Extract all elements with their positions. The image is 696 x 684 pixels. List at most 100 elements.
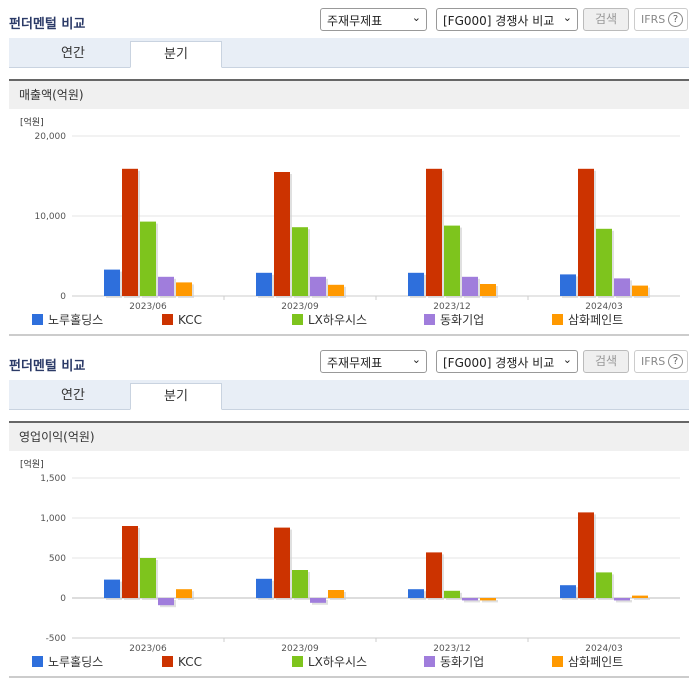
ifrs-help-button[interactable]: IFRS ?	[634, 8, 688, 31]
legend-swatch	[32, 314, 43, 325]
compare-select[interactable]: [FG000] 경쟁사 비교 ⌄	[436, 8, 578, 31]
y-tick-label: 1,500	[40, 474, 66, 484]
y-tick-label: 500	[49, 554, 66, 564]
legend-item-LX하우시스[interactable]: LX하우시스	[292, 654, 367, 670]
legend-item-삼화페인트[interactable]: 삼화페인트	[552, 312, 623, 328]
legend-label: 삼화페인트	[568, 655, 624, 669]
legend-swatch	[424, 656, 435, 667]
legend-label: KCC	[178, 313, 202, 327]
legend-item-동화기업[interactable]: 동화기업	[424, 312, 484, 328]
revenue-chart: [억원] 0 10,000 20,000 2023/06 2023/09 2023/12 20…	[20, 116, 680, 310]
legend-item-KCC[interactable]: KCC	[162, 654, 202, 670]
bar-KCC-2023-12	[426, 552, 442, 598]
bar-삼화페인트-2023-06	[176, 589, 192, 598]
legend-item-LX하우시스[interactable]: LX하우시스	[292, 312, 367, 328]
compare-select[interactable]: [FG000] 경쟁사 비교 ⌄	[436, 350, 578, 373]
bar-shadow	[482, 600, 498, 603]
bar-삼화페인트-2024-03	[632, 285, 648, 296]
bar-삼화페인트-2023-06	[176, 282, 192, 296]
legend-item-동화기업[interactable]: 동화기업	[424, 654, 484, 670]
legend-label: LX하우시스	[308, 655, 368, 669]
unit-label: [억원]	[20, 458, 44, 470]
chart-legend: 노루홀딩스 KCC LX하우시스 동화기업 삼화페인트	[0, 312, 696, 330]
bar-동화기업-2024-03	[614, 278, 630, 296]
legend-label: 동화기업	[440, 655, 485, 669]
chevron-down-icon: ⌄	[562, 11, 572, 24]
tab-quarterly[interactable]: 분기	[130, 383, 222, 410]
bar-KCC-2024-03	[578, 512, 594, 598]
bar-노루홀딩스-2024-03	[560, 274, 576, 296]
bar-KCC-2023-06	[122, 526, 138, 598]
x-tick-label: 2024/03	[585, 302, 622, 310]
bar-삼화페인트-2023-09	[328, 284, 344, 296]
ifrs-label: IFRS	[641, 355, 666, 368]
search-button[interactable]: 검색	[583, 8, 629, 31]
chevron-down-icon: ⌄	[411, 11, 421, 24]
bar-동화기업-2023-09	[310, 598, 326, 603]
section-header: 펀더멘털 비교 주재무제표 ⌄ [FG000] 경쟁사 비교 ⌄ 검색 IFRS…	[0, 5, 696, 35]
statement-select[interactable]: 주재무제표 ⌄	[320, 350, 427, 373]
section-title: 펀더멘털 비교	[9, 359, 86, 374]
x-tick-label: 2023/09	[281, 644, 319, 652]
legend-label: 노루홀딩스	[48, 655, 104, 669]
bar-동화기업-2023-06	[158, 276, 174, 296]
bar-노루홀딩스-2024-03	[560, 585, 576, 598]
x-tick-label: 2024/03	[585, 644, 622, 652]
legend-item-노루홀딩스[interactable]: 노루홀딩스	[32, 312, 103, 328]
bar-동화기업-2023-09	[310, 276, 326, 296]
compare-select-value: [FG000] 경쟁사 비교	[443, 356, 555, 370]
bar-동화기업-2023-12	[462, 276, 478, 296]
bar-LX하우시스-2023-06	[140, 221, 156, 296]
bar-노루홀딩스-2023-09	[256, 272, 272, 296]
bar-shadow	[616, 600, 632, 603]
bar-shadow	[464, 600, 480, 603]
tab-annual[interactable]: 연간	[61, 388, 85, 403]
bar-삼화페인트-2024-03	[632, 595, 648, 598]
statement-select[interactable]: 주재무제표 ⌄	[320, 8, 427, 31]
question-icon: ?	[668, 12, 683, 27]
bar-LX하우시스-2024-03	[596, 572, 612, 598]
legend-swatch	[552, 656, 563, 667]
legend-item-삼화페인트[interactable]: 삼화페인트	[552, 654, 623, 670]
ifrs-help-button[interactable]: IFRS ?	[634, 350, 688, 373]
section-title: 펀더멘털 비교	[9, 17, 86, 32]
tab-annual[interactable]: 연간	[61, 46, 85, 61]
legend-swatch	[162, 656, 173, 667]
legend-item-KCC[interactable]: KCC	[162, 312, 202, 328]
period-tabbar: 연간 분기	[9, 38, 689, 68]
statement-select-value: 주재무제표	[327, 14, 383, 28]
x-tick-label: 2023/06	[129, 644, 167, 652]
bar-삼화페인트-2023-12	[480, 284, 496, 296]
ifrs-label: IFRS	[641, 13, 666, 26]
legend-label: LX하우시스	[308, 313, 368, 327]
bar-노루홀딩스-2023-12	[408, 272, 424, 296]
bar-LX하우시스-2023-09	[292, 227, 308, 296]
legend-item-노루홀딩스[interactable]: 노루홀딩스	[32, 654, 103, 670]
bar-KCC-2023-09	[274, 527, 290, 598]
legend-swatch	[32, 656, 43, 667]
divider	[9, 676, 689, 678]
bar-LX하우시스-2023-06	[140, 558, 156, 598]
tab-quarterly[interactable]: 분기	[130, 41, 222, 68]
legend-swatch	[162, 314, 173, 325]
bar-노루홀딩스-2023-12	[408, 589, 424, 598]
unit-label: [억원]	[20, 116, 44, 128]
bar-동화기업-2023-12	[462, 598, 478, 601]
x-tick-label: 2023/12	[433, 644, 470, 652]
period-tabbar: 연간 분기	[9, 380, 689, 410]
x-tick-label: 2023/06	[129, 302, 167, 310]
y-tick-label: 10,000	[35, 212, 67, 222]
legend-swatch	[552, 314, 563, 325]
bar-KCC-2023-09	[274, 172, 290, 296]
question-icon: ?	[668, 354, 683, 369]
x-tick-label: 2023/12	[433, 302, 470, 310]
statement-select-value: 주재무제표	[327, 356, 383, 370]
bar-LX하우시스-2024-03	[596, 228, 612, 296]
bar-노루홀딩스-2023-06	[104, 269, 120, 296]
bar-동화기업-2024-03	[614, 598, 630, 601]
y-tick-label: 0	[60, 292, 66, 302]
search-button[interactable]: 검색	[583, 350, 629, 373]
chevron-down-icon: ⌄	[411, 353, 421, 366]
legend-swatch	[424, 314, 435, 325]
bar-shadow	[634, 597, 650, 600]
